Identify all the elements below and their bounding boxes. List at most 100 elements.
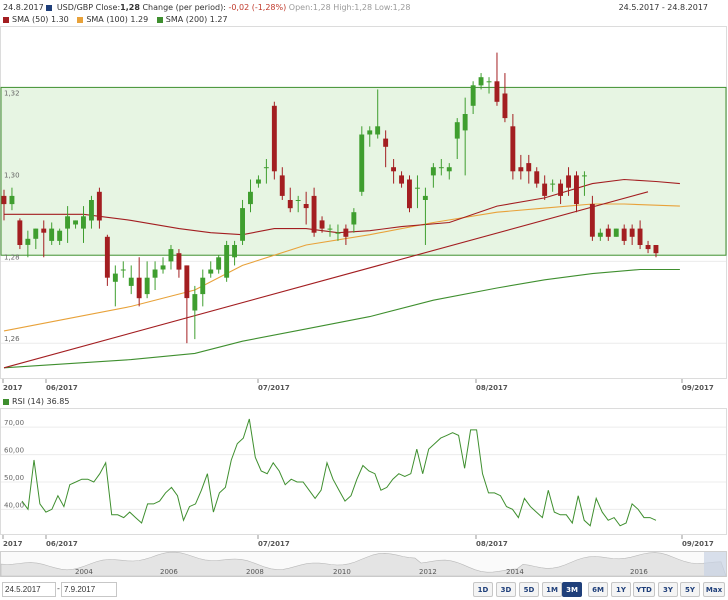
rsi-line — [21, 418, 657, 527]
price-x-tick-label: 2017 — [3, 384, 23, 392]
candle-body — [486, 81, 492, 83]
price-chart[interactable]: 1,32 1,30 1,28 1,26 2017 06/2017 07/2017 08/20… — [0, 26, 728, 392]
candle-body — [542, 183, 548, 196]
change-value: -0,02 (-1,28%) — [228, 3, 287, 12]
series-square-icon — [46, 4, 53, 11]
candle-body — [462, 114, 468, 131]
candle-body — [446, 167, 452, 172]
date-from-input[interactable] — [2, 582, 56, 597]
candle-body — [558, 183, 563, 196]
candle-body — [454, 122, 460, 139]
candle-body — [120, 269, 126, 271]
price-y-ticks: 1,32 1,30 1,28 1,26 — [4, 90, 20, 344]
sma-legend: SMA (50) 1.30 SMA (100) 1.29 SMA (200) 1… — [3, 15, 234, 25]
range-button-ytd[interactable]: YTD — [633, 582, 655, 597]
navigator-year-label: 2006 — [160, 568, 178, 576]
candle-body — [589, 204, 595, 237]
candle-body — [327, 228, 333, 230]
legend-sma50[interactable]: SMA (50) 1.30 — [3, 15, 69, 24]
rsi-x-tick-label: 2017 — [3, 540, 23, 548]
candle-body — [184, 265, 190, 299]
rsi-y-ticks: 70,00 60,00 50,00 40,00 — [4, 419, 24, 509]
candle-body — [271, 105, 277, 172]
range-button-3m[interactable]: 3M — [562, 582, 582, 597]
range-button-5y[interactable]: 5Y — [680, 582, 700, 597]
candle-body — [9, 195, 15, 205]
candle-body — [574, 175, 579, 205]
candle-body — [65, 216, 70, 229]
legend-sma200[interactable]: SMA (200) 1.27 — [156, 15, 228, 24]
navigator-year-label: 2004 — [75, 568, 93, 576]
rsi-x-tick-label: 08/2017 — [476, 540, 508, 548]
candle-body — [295, 200, 301, 201]
header-symbol: USD/GBP — [56, 3, 94, 12]
change-label: Change (per period): — [142, 3, 226, 12]
close-value: 1,28 — [120, 3, 140, 12]
rsi-y-tick-label: 50,00 — [4, 474, 24, 482]
navigator-year-label: 2016 — [630, 568, 648, 576]
legend-label: SMA (50) 1.30 — [12, 15, 69, 24]
candle-body — [303, 204, 309, 209]
candle-body — [263, 167, 269, 169]
candle-body — [33, 228, 39, 239]
candle-body — [478, 77, 484, 86]
candle-body — [645, 245, 651, 250]
range-button-6m[interactable]: 6M — [588, 582, 608, 597]
range-button-1d[interactable]: 1D — [473, 582, 493, 597]
rsi-chart[interactable]: 70,00 60,00 50,00 40,00 2017 06/2017 07/2017 0… — [0, 408, 728, 548]
candle-body — [1, 195, 7, 205]
price-x-tick-label: 09/2017 — [682, 384, 714, 392]
rsi-path — [21, 418, 657, 527]
range-button-1m[interactable]: 1M — [542, 582, 562, 597]
rsi-y-tick-label: 40,00 — [4, 501, 24, 509]
price-y-tick-label: 1,28 — [4, 253, 20, 261]
candle-body — [605, 228, 611, 237]
sma200-line — [3, 268, 680, 369]
navigator-selection-handle[interactable] — [704, 552, 726, 576]
price-y-tick-label: 1,26 — [4, 335, 20, 343]
candle-body — [430, 167, 436, 176]
navigator-year-label: 2014 — [506, 568, 524, 576]
candle-body — [216, 257, 222, 270]
price-y-tick-label: 1,30 — [4, 171, 20, 179]
range-button-1y[interactable]: 1Y — [611, 582, 631, 597]
time-navigator[interactable]: 2004 2006 2008 2010 2012 2014 2016 — [0, 551, 728, 578]
legend-label: SMA (200) 1.27 — [165, 15, 228, 24]
navigator-year-label: 2010 — [333, 568, 351, 576]
navigator-area — [0, 551, 727, 577]
range-button-3y[interactable]: 3Y — [658, 582, 678, 597]
candle-body — [168, 249, 174, 262]
candle-body — [240, 208, 245, 241]
candle-body — [534, 171, 540, 184]
candle-body — [224, 245, 230, 278]
candle-body — [17, 220, 23, 245]
candle-body — [176, 253, 182, 270]
legend-sma100[interactable]: SMA (100) 1.29 — [77, 15, 148, 24]
candle-body — [232, 245, 237, 258]
candle-body — [621, 228, 627, 241]
price-y-tick-label: 1,32 — [4, 90, 20, 98]
range-button-3d[interactable]: 3D — [496, 582, 516, 597]
candle-body — [526, 163, 532, 172]
date-to-input[interactable] — [61, 582, 117, 597]
rsi-x-tick-label: 07/2017 — [258, 540, 290, 548]
candle-body — [502, 93, 508, 119]
navigator-years: 2004 2006 2008 2010 2012 2014 2016 — [75, 568, 648, 576]
candle-body — [375, 126, 381, 135]
legend-swatch — [156, 16, 163, 23]
range-button-max[interactable]: Max — [703, 582, 725, 597]
candle-body — [359, 134, 365, 192]
candle-body — [653, 245, 659, 254]
legend-label: RSI (14) 36.85 — [12, 397, 70, 406]
price-x-tick-label: 08/2017 — [476, 384, 508, 392]
candle-body — [518, 167, 524, 172]
legend-swatch — [77, 16, 84, 23]
candle-body — [160, 265, 166, 270]
candle-body — [335, 232, 341, 234]
candle-body — [248, 191, 253, 205]
candle-body — [57, 230, 63, 241]
range-button-5d[interactable]: 5D — [519, 582, 539, 597]
legend-rsi[interactable]: RSI (14) 36.85 — [3, 397, 69, 406]
candle-body — [494, 81, 500, 102]
candle-body — [629, 228, 635, 237]
